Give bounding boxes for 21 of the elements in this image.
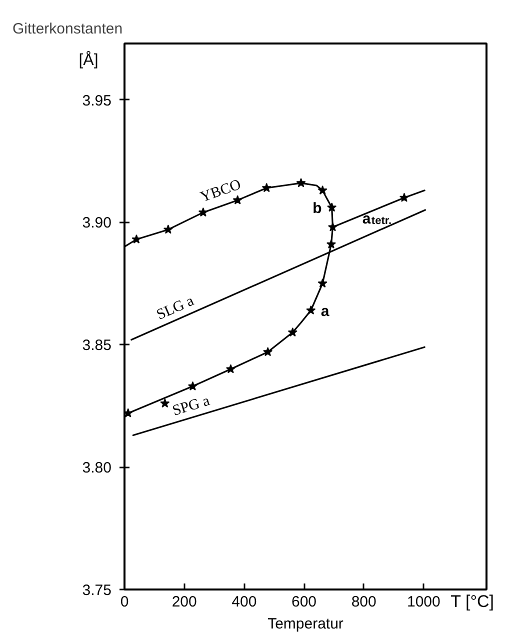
y-tick-label: 3.90 bbox=[82, 214, 112, 232]
y-tick-label: 3.75 bbox=[82, 582, 112, 599]
x-tick-label: 800 bbox=[351, 594, 376, 610]
x-tick-label: 400 bbox=[232, 594, 257, 610]
x-tick-label: 1000 bbox=[406, 594, 440, 610]
text: T [°C] bbox=[450, 592, 494, 611]
x-tick-label: 0 bbox=[120, 594, 129, 610]
annotation: a bbox=[320, 302, 330, 320]
y-axis-title: [Å] bbox=[78, 51, 98, 69]
y-tick-label: 3.95 bbox=[82, 92, 112, 110]
chart-title: Gitterkonstanten bbox=[12, 20, 123, 38]
series-label: atetr. bbox=[362, 210, 392, 228]
x-tick-label: 200 bbox=[172, 594, 197, 610]
text: SLG a bbox=[154, 293, 197, 324]
text: SPG a bbox=[170, 392, 212, 420]
x-tick-label: 600 bbox=[291, 594, 317, 610]
annotation: b bbox=[312, 200, 322, 218]
x-axis-title: Temperatur bbox=[268, 616, 344, 632]
y-tick-label: 3.85 bbox=[82, 337, 112, 354]
text: YBCO bbox=[198, 176, 244, 206]
y-tick-label: 3.80 bbox=[82, 460, 112, 477]
